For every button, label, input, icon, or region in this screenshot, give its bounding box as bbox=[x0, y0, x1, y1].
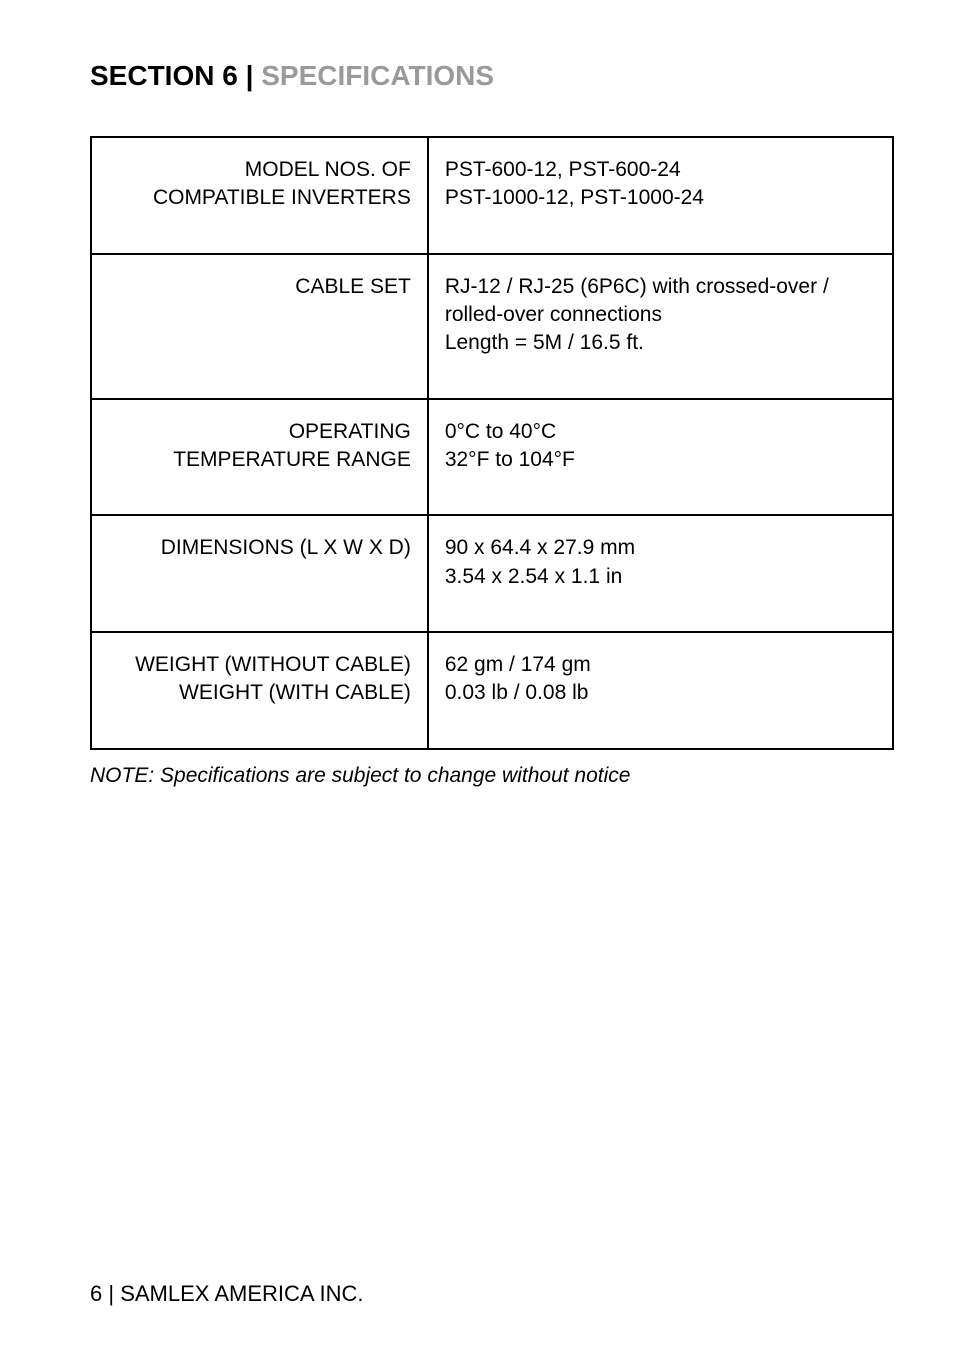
value-line: 90 x 64.4 x 27.9 mm bbox=[445, 534, 876, 562]
label-line: TEMPERATURE RANGE bbox=[108, 446, 411, 474]
section-title-text: SPECIFICATIONS bbox=[261, 60, 494, 91]
label-line: CABLE SET bbox=[108, 273, 411, 301]
value-line: Length = 5M / 16.5 ft. bbox=[445, 329, 876, 357]
value-line: 0°C to 40°C bbox=[445, 418, 876, 446]
spec-label: OPERATING TEMPERATURE RANGE bbox=[91, 399, 428, 516]
footer-separator: | bbox=[102, 1281, 120, 1306]
table-row: WEIGHT (WITHOUT CABLE) WEIGHT (WITH CABL… bbox=[91, 632, 893, 749]
spec-value: 0°C to 40°C 32°F to 104°F bbox=[428, 399, 893, 516]
spec-value: 90 x 64.4 x 27.9 mm 3.54 x 2.54 x 1.1 in bbox=[428, 515, 893, 632]
spec-value: 62 gm / 174 gm 0.03 lb / 0.08 lb bbox=[428, 632, 893, 749]
value-line: 62 gm / 174 gm bbox=[445, 651, 876, 679]
spec-label: DIMENSIONS (L X W X D) bbox=[91, 515, 428, 632]
footer-org: SAMLEX AMERICA INC. bbox=[120, 1281, 363, 1306]
table-row: MODEL NOS. OF COMPATIBLE INVERTERS PST-6… bbox=[91, 137, 893, 254]
spec-label: WEIGHT (WITHOUT CABLE) WEIGHT (WITH CABL… bbox=[91, 632, 428, 749]
spec-value: RJ-12 / RJ-25 (6P6C) with crossed-over /… bbox=[428, 254, 893, 399]
page-number: 6 bbox=[90, 1281, 102, 1306]
spec-value: PST-600-12, PST-600-24 PST-1000-12, PST-… bbox=[428, 137, 893, 254]
spec-label: MODEL NOS. OF COMPATIBLE INVERTERS bbox=[91, 137, 428, 254]
section-heading: SECTION 6 | SPECIFICATIONS bbox=[90, 60, 894, 92]
section-number: SECTION 6 bbox=[90, 60, 238, 91]
section-divider: | bbox=[238, 60, 261, 91]
label-line: DIMENSIONS (L X W X D) bbox=[108, 534, 411, 562]
table-row: CABLE SET RJ-12 / RJ-25 (6P6C) with cros… bbox=[91, 254, 893, 399]
value-line: PST-1000-12, PST-1000-24 bbox=[445, 184, 876, 212]
spec-label: CABLE SET bbox=[91, 254, 428, 399]
table-row: DIMENSIONS (L X W X D) 90 x 64.4 x 27.9 … bbox=[91, 515, 893, 632]
label-line: OPERATING bbox=[108, 418, 411, 446]
page-footer: 6 | SAMLEX AMERICA INC. bbox=[90, 1281, 364, 1307]
value-line: 0.03 lb / 0.08 lb bbox=[445, 679, 876, 707]
label-line: WEIGHT (WITH CABLE) bbox=[108, 679, 411, 707]
specifications-table: MODEL NOS. OF COMPATIBLE INVERTERS PST-6… bbox=[90, 136, 894, 750]
label-line: MODEL NOS. OF bbox=[108, 156, 411, 184]
value-line: rolled-over connections bbox=[445, 301, 876, 329]
value-line: 32°F to 104°F bbox=[445, 446, 876, 474]
value-line: RJ-12 / RJ-25 (6P6C) with crossed-over / bbox=[445, 273, 876, 301]
note-text: NOTE: Specifications are subject to chan… bbox=[90, 764, 894, 788]
value-line: PST-600-12, PST-600-24 bbox=[445, 156, 876, 184]
value-line: 3.54 x 2.54 x 1.1 in bbox=[445, 563, 876, 591]
table-row: OPERATING TEMPERATURE RANGE 0°C to 40°C … bbox=[91, 399, 893, 516]
label-line: COMPATIBLE INVERTERS bbox=[108, 184, 411, 212]
label-line: WEIGHT (WITHOUT CABLE) bbox=[108, 651, 411, 679]
